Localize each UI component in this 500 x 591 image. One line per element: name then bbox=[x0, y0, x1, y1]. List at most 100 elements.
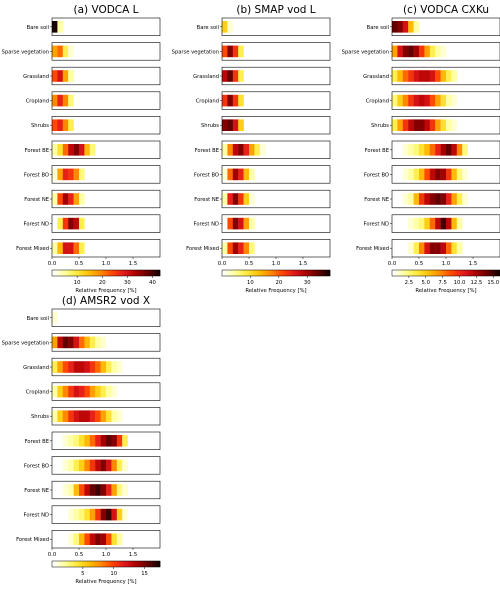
heat-cell bbox=[116, 484, 123, 496]
heat-cell bbox=[84, 385, 90, 398]
colorbar-segment bbox=[308, 270, 312, 276]
colorbar-segment bbox=[419, 270, 422, 276]
heat-cell bbox=[106, 484, 112, 496]
colorbar-segment bbox=[475, 270, 479, 276]
colorbar-segment bbox=[119, 561, 123, 567]
heat-cell bbox=[122, 484, 128, 496]
colorbar-segment bbox=[491, 270, 495, 276]
heat-cell bbox=[451, 193, 457, 205]
colorbar-segment bbox=[416, 270, 420, 276]
colorbar-segment bbox=[408, 270, 412, 276]
heat-cell bbox=[429, 193, 436, 205]
heat-cell bbox=[238, 217, 244, 230]
heat-cell bbox=[62, 70, 69, 82]
heat-cell bbox=[68, 435, 74, 447]
colorbar-segment bbox=[289, 270, 293, 276]
heat-cell bbox=[68, 168, 74, 181]
colorbar-segment bbox=[60, 270, 64, 276]
heatmap-panel: (a) VODCA L Bare soil Sparse vegetation Gra… bbox=[2, 4, 161, 294]
heat-cell bbox=[57, 168, 63, 181]
heat-cell bbox=[84, 336, 90, 349]
heat-cell bbox=[435, 45, 441, 58]
heat-cell bbox=[419, 242, 425, 254]
row-label: Cropland bbox=[26, 99, 49, 105]
heat-cell bbox=[84, 361, 90, 373]
heat-cell bbox=[392, 94, 398, 107]
colorbar-segment bbox=[429, 270, 433, 276]
heat-cell bbox=[111, 508, 117, 521]
heat-cell bbox=[408, 94, 414, 107]
heat-cell bbox=[227, 168, 233, 181]
heat-cell bbox=[408, 21, 414, 33]
row-label: Forest BO bbox=[194, 172, 219, 178]
heat-cell bbox=[68, 144, 74, 156]
x-tick-label: 1.5 bbox=[469, 261, 477, 267]
heat-cell bbox=[419, 168, 425, 181]
colorbar-segment bbox=[154, 561, 158, 567]
heat-cell bbox=[62, 144, 69, 156]
colorbar-segment bbox=[87, 270, 91, 276]
heat-cell bbox=[424, 242, 430, 254]
colorbar-frame bbox=[51, 560, 161, 568]
heat-cell bbox=[402, 168, 409, 181]
heat-cell bbox=[397, 45, 403, 58]
colorbar-segment bbox=[92, 561, 96, 567]
heat-cell bbox=[232, 94, 239, 107]
colorbar-segment bbox=[95, 270, 99, 276]
heat-cell bbox=[249, 217, 255, 230]
colorbar-segment bbox=[459, 270, 463, 276]
heat-cell bbox=[68, 119, 74, 131]
colorbar-segment bbox=[294, 270, 298, 276]
colorbar-segment bbox=[464, 270, 468, 276]
colorbar-segment bbox=[327, 270, 331, 276]
colorbar-segment bbox=[119, 270, 123, 276]
colorbar-segment bbox=[54, 561, 58, 567]
row-label: Shrubs bbox=[31, 123, 49, 129]
colorbar-segment bbox=[97, 270, 101, 276]
colorbar-segment bbox=[84, 270, 88, 276]
heat-cell bbox=[238, 70, 244, 82]
row-label: Bare soil bbox=[27, 316, 49, 322]
colorbar-segment bbox=[448, 270, 452, 276]
heat-cell bbox=[89, 385, 96, 398]
heat-cell bbox=[68, 410, 74, 422]
colorbar-segment bbox=[227, 270, 231, 276]
heat-cell bbox=[100, 435, 107, 447]
colorbar-segment bbox=[222, 270, 225, 276]
heat-cell bbox=[122, 508, 128, 521]
heat-cell bbox=[408, 193, 414, 205]
heat-cell bbox=[79, 484, 85, 496]
colorbar-segment bbox=[259, 270, 263, 276]
panel-title: (d) AMSR2 vod X bbox=[62, 295, 150, 307]
heat-cell bbox=[111, 533, 117, 545]
heat-cell bbox=[57, 70, 63, 82]
heat-cell bbox=[446, 94, 452, 107]
heat-cell bbox=[451, 217, 457, 230]
colorbar-segment bbox=[70, 270, 74, 276]
heat-cell bbox=[73, 168, 80, 181]
x-tick-label: 0.5 bbox=[75, 552, 83, 558]
colorbar-segment bbox=[497, 270, 500, 276]
heat-cell bbox=[227, 70, 233, 82]
heat-cell bbox=[238, 144, 244, 156]
colorbar-segment bbox=[57, 270, 61, 276]
heat-cell bbox=[122, 435, 128, 447]
heat-cell bbox=[57, 193, 63, 205]
colorbar-segment bbox=[246, 270, 250, 276]
heat-cell bbox=[122, 459, 128, 472]
colorbar-tick-label: 7.5 bbox=[438, 280, 446, 286]
colorbar-frame bbox=[51, 269, 161, 277]
heat-cell bbox=[440, 217, 447, 230]
heat-cell bbox=[392, 119, 398, 131]
row-label: Cropland bbox=[196, 99, 219, 105]
row-label: Cropland bbox=[366, 99, 389, 105]
row-label: Bare soil bbox=[197, 25, 219, 31]
row-label: Forest Mixed bbox=[186, 246, 219, 252]
heat-cell bbox=[238, 94, 244, 107]
colorbar-tick-label: 30 bbox=[304, 280, 311, 286]
heat-cell bbox=[238, 168, 244, 181]
colorbar-segment bbox=[130, 561, 134, 567]
heat-cell bbox=[95, 484, 101, 496]
heat-cell bbox=[222, 193, 228, 205]
colorbar-segment bbox=[124, 270, 128, 276]
